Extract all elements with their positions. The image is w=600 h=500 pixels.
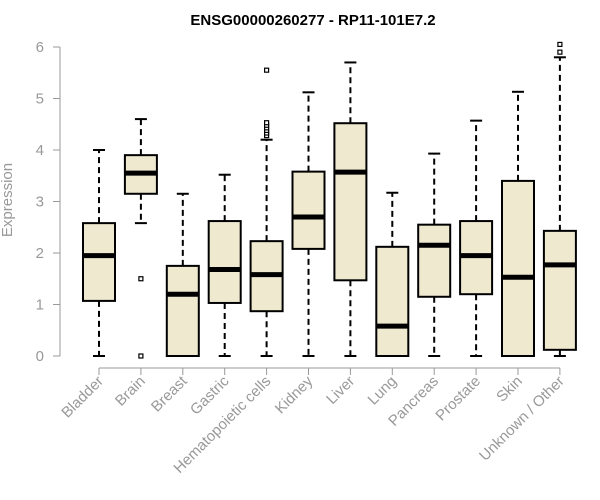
y-tick-label: 3 <box>36 194 44 211</box>
outlier-point <box>264 67 270 73</box>
outlier-point <box>138 276 144 282</box>
x-tick-label: Liver <box>323 373 358 408</box>
x-tick-label: Skin <box>493 373 526 406</box>
iqr-box <box>82 222 116 302</box>
y-tick-label: 5 <box>36 91 44 108</box>
y-tick-label: 6 <box>36 39 44 56</box>
box-8 <box>417 152 452 357</box>
boxes-group <box>82 41 577 359</box>
y-axis: 0 1 2 3 4 5 6 <box>36 39 61 365</box>
x-tick-label: Brain <box>112 373 149 410</box>
x-tick-label: Breast <box>148 372 191 415</box>
x-tick-label: Lung <box>365 373 401 409</box>
box-0 <box>82 149 116 357</box>
box-4 <box>249 67 284 357</box>
y-tick-label: 4 <box>36 142 44 159</box>
outlier-point <box>557 49 563 55</box>
outlier-point <box>264 120 270 126</box>
iqr-box <box>291 170 326 250</box>
iqr-box <box>542 229 577 351</box>
iqr-box <box>417 223 452 298</box>
y-tick-label: 1 <box>36 297 44 314</box>
y-axis-label: Expression <box>0 163 16 237</box>
iqr-box <box>165 264 200 357</box>
box-6 <box>333 61 368 357</box>
box-3 <box>207 173 242 357</box>
x-tick-label: Bladder <box>58 373 107 422</box>
iqr-box <box>501 179 535 357</box>
box-1 <box>123 118 158 359</box>
x-tick-label: Kidney <box>272 372 317 417</box>
y-tick-label: 0 <box>36 348 44 365</box>
y-tick-label: 2 <box>36 245 44 262</box>
iqr-box <box>333 122 368 282</box>
chart-title: ENSG00000260277 - RP11-101E7.2 <box>190 12 435 29</box>
iqr-box <box>375 245 410 358</box>
iqr-box <box>207 220 242 304</box>
box-2 <box>165 192 200 357</box>
outlier-point <box>557 41 563 48</box>
box-11 <box>542 41 577 357</box>
outlier-point <box>138 353 144 359</box>
x-tick-label: Prostate <box>432 373 484 425</box>
box-5 <box>291 91 326 357</box>
box-9 <box>459 119 494 357</box>
box-10 <box>501 90 535 357</box>
box-7 <box>375 191 410 358</box>
